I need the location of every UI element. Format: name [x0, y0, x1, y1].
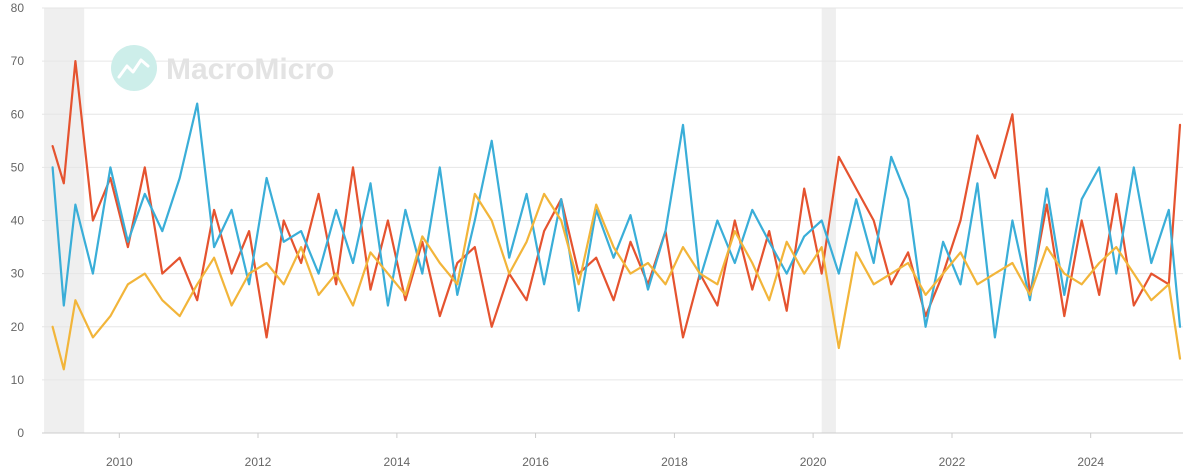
y-tick-label: 30	[11, 267, 25, 281]
x-tick-label: 2016	[522, 455, 549, 469]
logo-chart-icon	[117, 58, 150, 79]
macromicro-watermark: MacroMicro	[111, 45, 334, 91]
x-tick-label: 2024	[1077, 455, 1104, 469]
y-tick-label: 70	[11, 54, 25, 68]
series-line-0	[51, 59, 1182, 339]
y-tick-label: 10	[11, 373, 25, 387]
y-tick-label: 50	[11, 160, 25, 174]
x-axis-ticks: 2010 2012 2014 2016 2018 2020 2022 2024	[42, 432, 1183, 469]
series-lines	[51, 59, 1182, 371]
x-tick-label: 2012	[245, 455, 272, 469]
y-axis-ticks: 0 10 20 30 40 50 60 70 80	[11, 1, 25, 440]
y-tick-label: 60	[11, 107, 25, 121]
x-tick-label: 2014	[384, 455, 411, 469]
series-line-1	[51, 102, 1182, 339]
y-tick-label: 20	[11, 320, 25, 334]
x-tick-label: 2018	[661, 455, 688, 469]
x-tick-label: 2022	[939, 455, 966, 469]
y-tick-label: 40	[11, 214, 25, 228]
watermark-brand-text: MacroMicro	[166, 53, 334, 86]
series-line-2	[51, 192, 1182, 371]
x-tick-label: 2010	[106, 455, 133, 469]
x-tick-label: 2020	[800, 455, 827, 469]
y-tick-label: 80	[11, 1, 25, 15]
y-tick-label: 0	[17, 426, 24, 440]
